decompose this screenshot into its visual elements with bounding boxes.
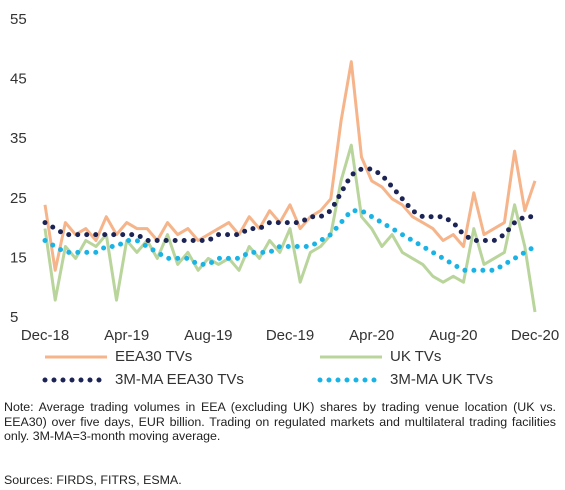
- legend-label: 3M-MA UK TVs: [390, 371, 493, 388]
- series-line: [42, 208, 538, 273]
- x-tick-label: Apr-19: [104, 327, 149, 344]
- y-tick-label: 15: [10, 249, 27, 266]
- y-tick-label: 25: [10, 190, 27, 207]
- y-tick-label: 45: [10, 71, 27, 88]
- note: Note: Average trading volumes in EEA (ex…: [4, 400, 556, 443]
- sources: Sources: FIRDS, FITRS, ESMA.: [4, 473, 182, 487]
- x-tick-label: Dec-20: [511, 327, 559, 344]
- legend-label: UK TVs: [390, 348, 441, 365]
- legend-label: 3M-MA EEA30 TVs: [115, 371, 244, 388]
- y-tick-label: 5: [10, 309, 18, 326]
- x-tick-label: Aug-20: [429, 327, 477, 344]
- x-tick-label: Dec-19: [266, 327, 314, 344]
- y-tick-label: 55: [10, 11, 27, 28]
- x-tick-label: Dec-18: [21, 327, 69, 344]
- chart: 5 15 25 35 45 55 Dec-18 Apr-19 Aug-19 Dec-19 Apr-2…: [10, 11, 559, 388]
- series-line: [43, 143, 537, 313]
- series-line: [43, 60, 537, 272]
- x-tick-label: Apr-20: [349, 327, 394, 344]
- y-tick-label: 35: [10, 130, 27, 147]
- legend-label: EEA30 TVs: [115, 348, 192, 365]
- x-tick-label: Aug-19: [184, 327, 232, 344]
